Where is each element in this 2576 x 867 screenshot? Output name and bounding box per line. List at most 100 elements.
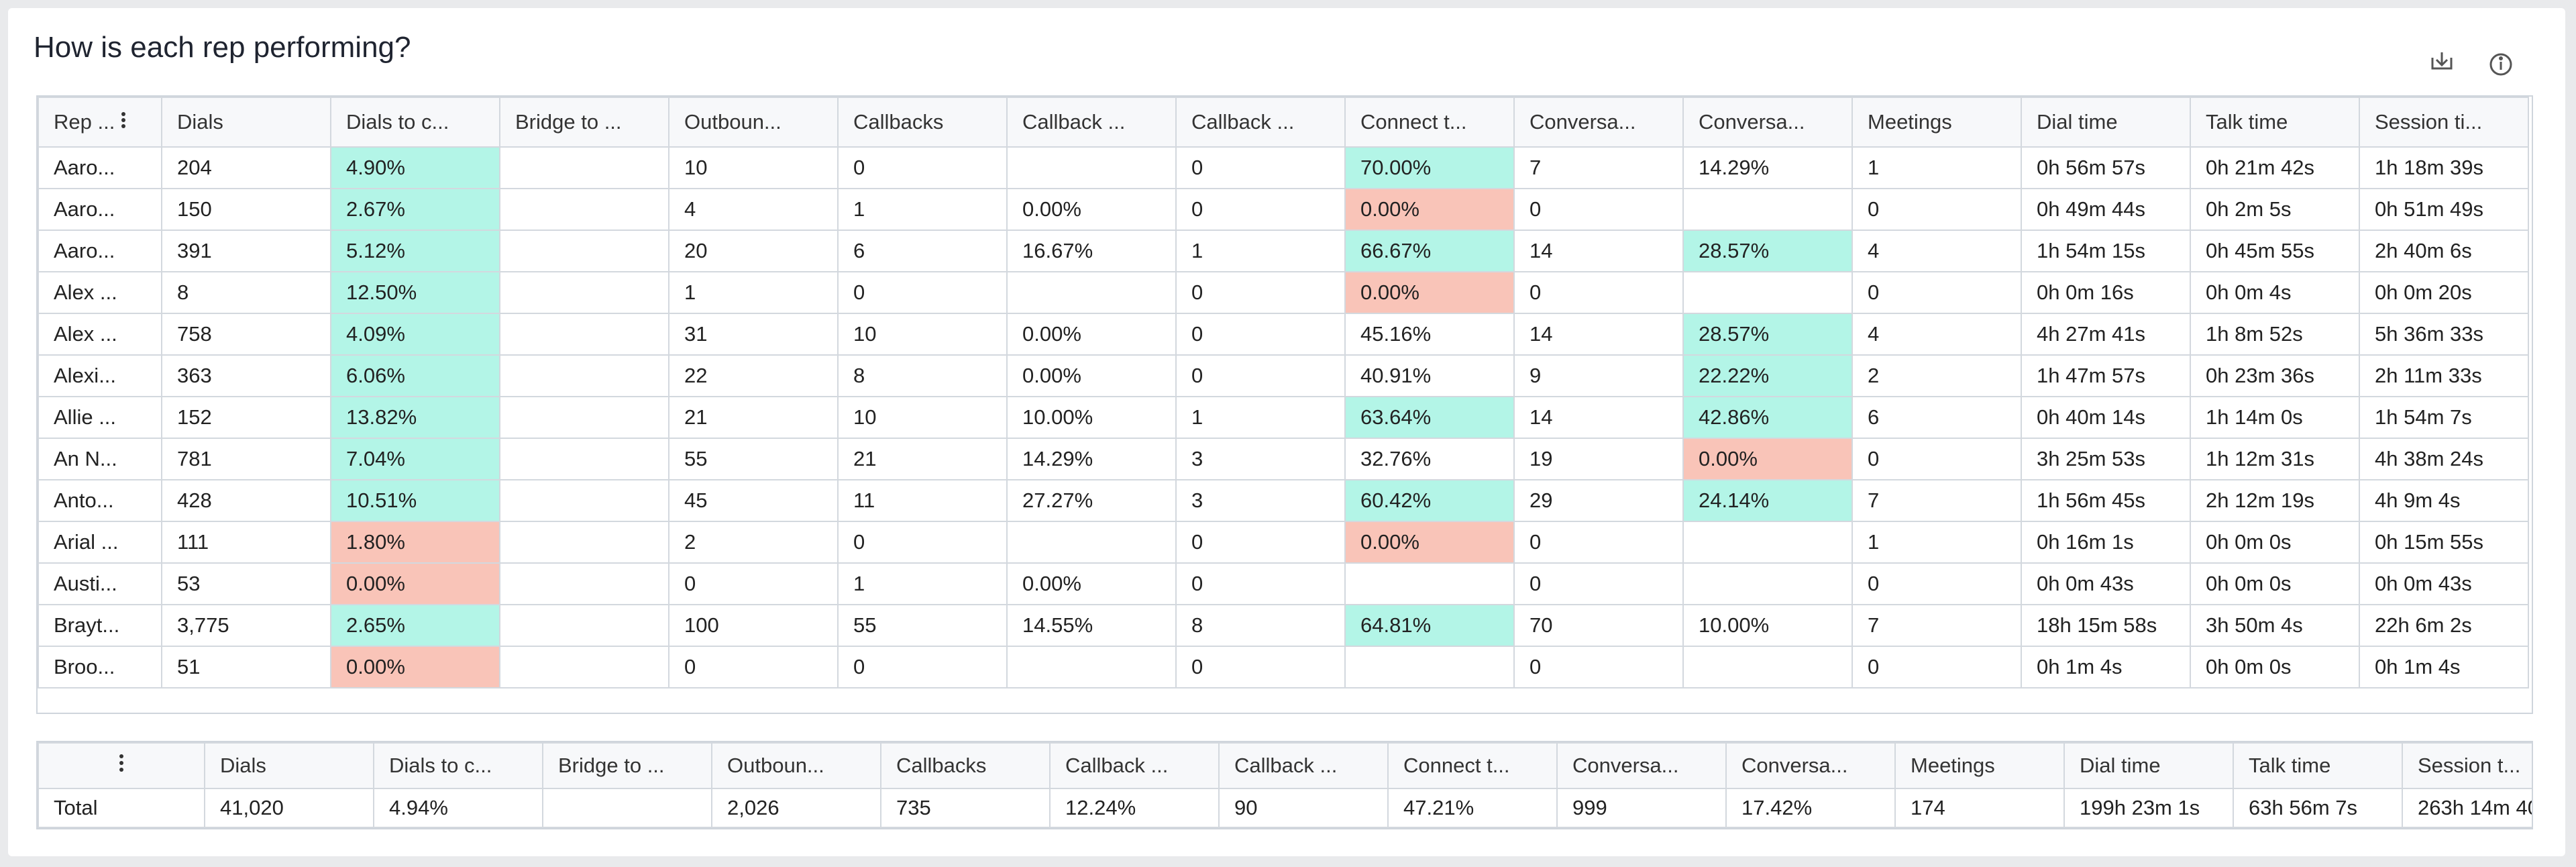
column-header[interactable]: Dial time — [2021, 97, 2191, 148]
table-row: Allie ... 152 13.82% 21 10 10.00% 1 63.64% 14 42.… — [38, 396, 2529, 439]
column-header[interactable]: Conversa... — [1725, 742, 1896, 789]
table-cell: 1h 54m 7s — [2359, 396, 2529, 439]
table-cell: 3 — [1175, 479, 1346, 522]
table-cell: 45.16% — [1344, 313, 1515, 356]
table-cell: 6.06% — [330, 354, 500, 397]
table-cell: 0 — [837, 271, 1008, 314]
column-header[interactable]: Meetings — [1851, 97, 2022, 148]
table-cell: 8 — [837, 354, 1008, 397]
table-cell — [1006, 146, 1177, 189]
table-row: Broo... 51 0.00% 0 0 0 0 0 0h 1m 4s 0h 0m 0s 0h 1m… — [38, 646, 2529, 688]
table-cell: Aaro... — [38, 146, 162, 189]
column-header[interactable]: Outboun... — [668, 97, 839, 148]
table-cell — [1006, 521, 1177, 564]
table-cell: 0h 0m 43s — [2359, 562, 2529, 605]
column-header[interactable]: Bridge to ... — [499, 97, 669, 148]
column-header[interactable]: Bridge to ... — [542, 742, 712, 789]
table-cell: Aaro... — [38, 230, 162, 272]
table-cell: 0 — [1175, 188, 1346, 231]
table-cell: Alex ... — [38, 271, 162, 314]
table-cell — [499, 396, 669, 439]
table-cell: 0h 0m 43s — [2021, 562, 2191, 605]
column-header[interactable]: Rep ... — [38, 97, 162, 148]
column-header[interactable]: Callbacks — [837, 97, 1008, 148]
column-header[interactable]: Conversa... — [1556, 742, 1727, 789]
column-header[interactable]: Session t... — [2402, 742, 2532, 789]
menu-header[interactable] — [38, 742, 205, 789]
total-cell: 174 — [1894, 788, 2065, 828]
menu-icon[interactable] — [121, 111, 126, 129]
table-cell: 2.65% — [330, 604, 500, 647]
table-cell: 0h 0m 4s — [2190, 271, 2360, 314]
table-cell: 0 — [1851, 562, 2022, 605]
column-header[interactable]: Conversa... — [1513, 97, 1684, 148]
table-cell: 1 — [1851, 146, 2022, 189]
table-cell: 0 — [1513, 646, 1684, 688]
panel-title: How is each rep performing? — [34, 31, 411, 64]
table-cell: 0h 45m 55s — [2190, 230, 2360, 272]
table-cell: An N... — [38, 438, 162, 480]
table-cell: 0 — [1175, 354, 1346, 397]
table-cell: 0.00% — [1006, 354, 1177, 397]
column-header[interactable]: Callback ... — [1218, 742, 1389, 789]
column-header[interactable]: Callbacks — [880, 742, 1051, 789]
table-cell: 4 — [668, 188, 839, 231]
column-header[interactable]: Callback ... — [1006, 97, 1177, 148]
table-cell: 0 — [1851, 188, 2022, 231]
table-cell: 0 — [1175, 271, 1346, 314]
table-cell: 70.00% — [1344, 146, 1515, 189]
table-cell: 40.91% — [1344, 354, 1515, 397]
table-row: Aaro... 391 5.12% 20 6 16.67% 1 66.67% 14 28.57% 4… — [38, 230, 2529, 272]
table-cell: 0.00% — [1344, 271, 1515, 314]
table-cell: 1h 14m 0s — [2190, 396, 2360, 439]
column-header[interactable]: Dial time — [2063, 742, 2234, 789]
column-header[interactable]: Meetings — [1894, 742, 2065, 789]
download-icon[interactable] — [2431, 52, 2453, 70]
table-cell — [1006, 271, 1177, 314]
column-header[interactable]: Dials to c... — [330, 97, 500, 148]
table-cell: 6 — [1851, 396, 2022, 439]
table-cell: Broo... — [38, 646, 162, 688]
table-cell: 22 — [668, 354, 839, 397]
info-icon[interactable] — [2489, 53, 2512, 76]
column-header[interactable]: Connect t... — [1387, 742, 1558, 789]
table-cell: 6 — [837, 230, 1008, 272]
column-header[interactable]: Talk time — [2190, 97, 2360, 148]
table-cell: 16.67% — [1006, 230, 1177, 272]
column-header[interactable]: Talk time — [2233, 742, 2403, 789]
table-row: An N... 781 7.04% 55 21 14.29% 3 32.76% 19 0.00% 0… — [38, 438, 2529, 480]
table-cell: 2.67% — [330, 188, 500, 231]
table-cell: 0.00% — [330, 646, 500, 688]
table-cell: 0.00% — [1344, 188, 1515, 231]
column-header[interactable]: Dials — [204, 742, 374, 789]
table-cell: 150 — [161, 188, 331, 231]
column-header[interactable]: Callback ... — [1175, 97, 1346, 148]
total-cell: 17.42% — [1725, 788, 1896, 828]
table-cell: 4.09% — [330, 313, 500, 356]
table-cell: 5.12% — [330, 230, 500, 272]
table-cell: 428 — [161, 479, 331, 522]
table-cell — [1682, 188, 1853, 231]
column-header[interactable]: Connect t... — [1344, 97, 1515, 148]
column-header[interactable]: Session ti... — [2359, 97, 2529, 148]
column-header[interactable]: Dials to c... — [373, 742, 543, 789]
column-header[interactable]: Outboun... — [711, 742, 881, 789]
table-cell — [499, 604, 669, 647]
table-cell: 21 — [837, 438, 1008, 480]
table-cell: 1 — [837, 562, 1008, 605]
table-cell: 0 — [668, 646, 839, 688]
column-header[interactable]: Conversa... — [1682, 97, 1853, 148]
card: How is each rep performing? Rep ... Dial… — [8, 8, 2565, 856]
total-cell: 999 — [1556, 788, 1727, 828]
table-cell: 204 — [161, 146, 331, 189]
table-cell: 8 — [1175, 604, 1346, 647]
total-cell: 41,020 — [204, 788, 374, 828]
table-cell: 3,775 — [161, 604, 331, 647]
table-cell: 21 — [668, 396, 839, 439]
column-header[interactable]: Dials — [161, 97, 331, 148]
table-cell: 0h 23m 36s — [2190, 354, 2360, 397]
table-cell: 781 — [161, 438, 331, 480]
column-header[interactable]: Callback ... — [1049, 742, 1220, 789]
total-cell: 63h 56m 7s — [2233, 788, 2403, 828]
table-cell: 14.55% — [1006, 604, 1177, 647]
